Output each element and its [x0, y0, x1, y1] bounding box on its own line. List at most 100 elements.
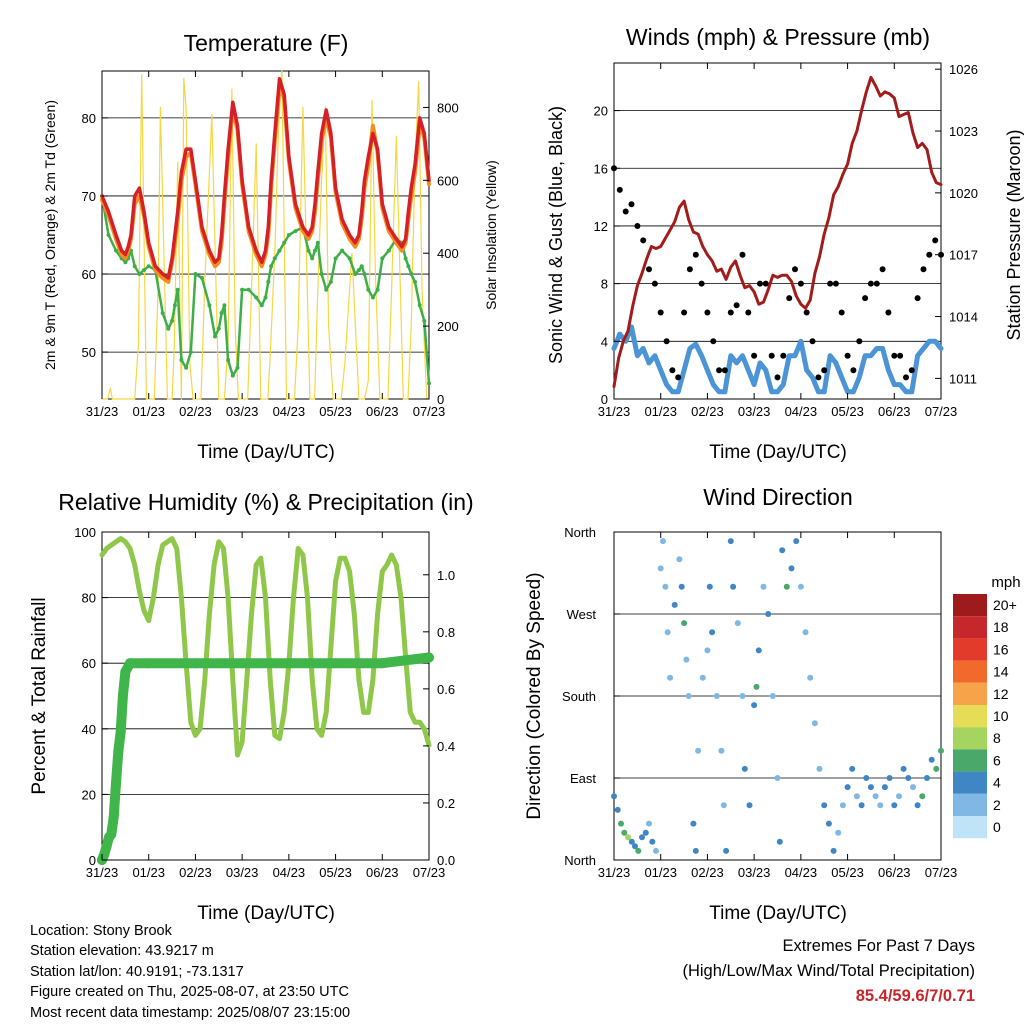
gust-point	[914, 295, 921, 302]
direction-point	[835, 829, 842, 836]
winds-ytick-label: 16	[594, 161, 608, 176]
dewpoint-point	[188, 350, 193, 355]
direction-point	[924, 775, 930, 781]
gust-point	[692, 251, 699, 258]
precipitation-point	[106, 829, 117, 840]
direction-point	[683, 656, 690, 663]
extremes-box: Extremes For Past 7 Days (High/Low/Max W…	[682, 934, 975, 1009]
temperature-ytick-label: 70	[82, 189, 96, 204]
direction-point	[774, 775, 781, 781]
direction-point	[621, 829, 628, 836]
gust-point	[827, 280, 834, 287]
temperature-grid	[102, 117, 429, 353]
winds-ytick-label: 4	[601, 334, 608, 349]
winds-plot-frame	[613, 62, 942, 400]
direction-point	[695, 747, 702, 754]
humidity-xtick-label: 05/23	[319, 865, 352, 880]
dewpoint-point	[409, 272, 414, 276]
temperature-ytick-label: 60	[82, 267, 96, 282]
dewpoint-point	[219, 311, 224, 316]
speed-legend-swatch	[953, 771, 987, 794]
temperature-xtick-label: 04/23	[273, 404, 306, 419]
dewpoint-point	[213, 334, 217, 339]
speed-legend-swatch	[953, 816, 987, 839]
gust-point	[920, 266, 927, 273]
direction-point	[914, 802, 921, 809]
direction-ytick-label: West	[567, 607, 597, 622]
humidity-right-ytick-label: 0.6	[437, 682, 455, 697]
speed-legend-label: 4	[993, 775, 1001, 791]
speed-legend-label: 10	[993, 708, 1009, 724]
winds-title: Winds (mph) & Pressure (mb)	[626, 24, 930, 50]
dewpoint-point	[417, 303, 422, 308]
humidity-xtick-label: 07/23	[413, 865, 446, 880]
direction-point	[649, 838, 656, 845]
direction-point	[751, 702, 758, 709]
humidity-ylabel: Percent & Total Rainfall	[29, 597, 50, 794]
direction-point	[657, 565, 664, 572]
gust-point	[733, 302, 740, 309]
dewpoint-point	[315, 240, 320, 245]
dewpoint-point	[200, 276, 204, 280]
station-elevation: Station elevation: 43.9217 m	[30, 943, 214, 960]
winds-right-ytick-label: 1020	[949, 186, 978, 201]
gust-point	[757, 280, 763, 287]
dewpoint-point	[375, 287, 380, 292]
gust-point	[821, 367, 828, 374]
direction-point	[642, 829, 649, 836]
direction-point	[821, 802, 828, 809]
speed-legend-swatch	[953, 727, 987, 750]
direction-point	[807, 674, 814, 681]
direction-point	[816, 765, 823, 772]
precipitation-point	[377, 658, 388, 669]
humidity-axes: 0 20 40 60 80 100 0.0 0.2 0.4 0.6 0.8 1.0 31/23 01/23…	[74, 525, 455, 880]
temperature-right-ytick-label: 800	[437, 100, 459, 115]
gust-point	[651, 280, 658, 287]
gust-point	[838, 309, 845, 316]
gust-point	[681, 309, 688, 316]
humidity-right-ytick-label: 0.4	[437, 739, 455, 754]
direction-xtick-label: 05/23	[831, 865, 864, 880]
dewpoint-point	[333, 256, 338, 261]
dewpoint-point	[193, 272, 198, 276]
winds-ylabel: Sonic Wind & Gust (Blue, Black)	[546, 106, 566, 364]
direction-grid	[614, 531, 941, 861]
humidity-xtick-label: 03/23	[226, 865, 259, 880]
winds-right-ytick-label: 1011	[949, 371, 977, 386]
humidity-right-ytick-label: 1.0	[437, 568, 455, 583]
gust-point	[634, 223, 641, 229]
temperature-xtick-label: 03/23	[226, 404, 259, 419]
extremes-title: Extremes For Past 7 Days	[782, 937, 975, 955]
temperature-title: Temperature (F)	[184, 30, 349, 56]
winds-right-ytick-label: 1023	[949, 124, 978, 139]
temperature-plot-frame	[101, 70, 430, 400]
gust-point	[739, 251, 746, 258]
precipitation-point	[113, 746, 124, 757]
temperature-xtick-label: 31/23	[86, 404, 119, 419]
temp-2m-line	[100, 77, 431, 280]
winds-xtick-label: 06/23	[878, 404, 911, 419]
precipitation-point	[118, 689, 128, 700]
winds-axes: 0 4 8 12 16 20 1011 1014 1017 1020 1023 1026 31/23 01…	[594, 62, 978, 419]
dewpoint-point	[170, 318, 175, 323]
gust-point	[657, 309, 664, 316]
temperature-right-ytick-label: 600	[437, 173, 459, 188]
direction-point	[853, 793, 860, 800]
humidity-series	[97, 536, 434, 865]
direction-point	[867, 784, 874, 791]
temperature-xtick-label: 01/23	[132, 404, 165, 419]
dewpoint-point	[324, 287, 329, 292]
humidity-ytick-label: 40	[82, 722, 96, 737]
relative-humidity-line	[99, 536, 432, 758]
winds-xtick-label: 04/23	[785, 404, 818, 419]
humidity-ytick-label: 100	[74, 525, 96, 540]
humidity-ytick-label: 20	[82, 787, 96, 802]
extremes-subtitle: (High/Low/Max Wind/Total Precipitation)	[682, 962, 975, 980]
humidity-xtick-label: 02/23	[179, 865, 212, 880]
dewpoint-point	[319, 272, 324, 276]
direction-ytick-label: South	[562, 689, 596, 704]
temperature-xtick-label: 07/23	[413, 404, 446, 419]
dewpoint-point	[362, 272, 367, 276]
station-info: Location: Stony Brook Station elevation:…	[30, 921, 350, 1023]
direction-point	[618, 820, 624, 827]
